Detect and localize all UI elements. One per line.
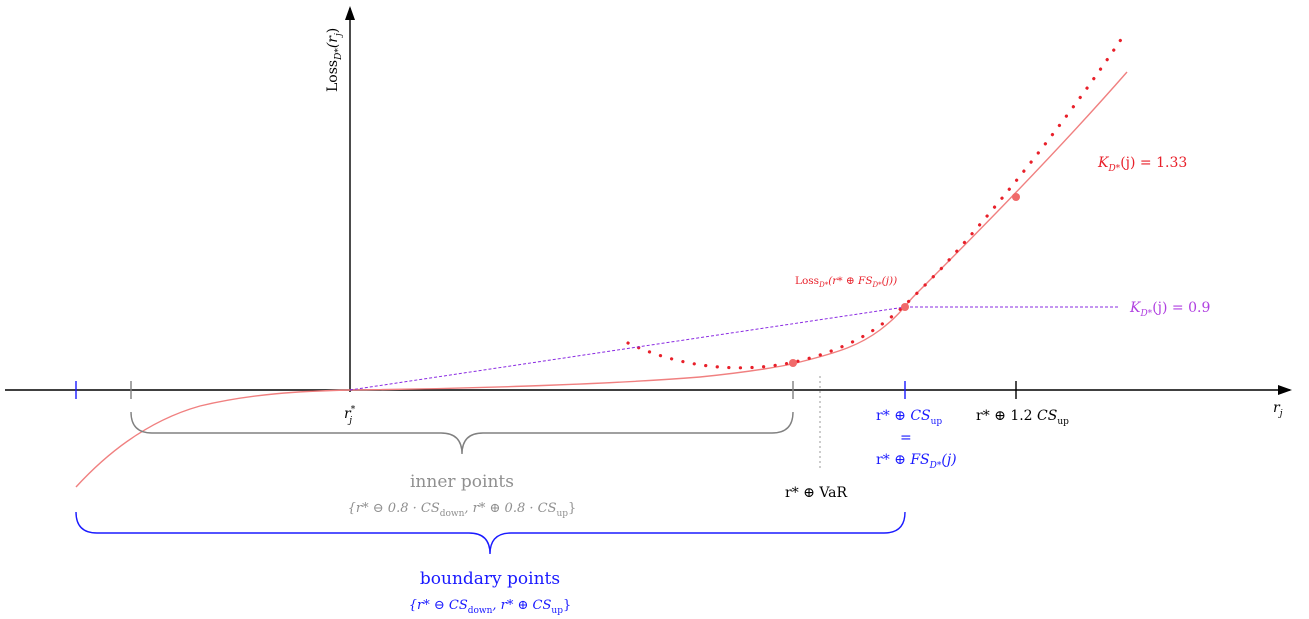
var-tick-label: r* ⊕ VaR [785, 485, 847, 501]
inner-points-title: inner points [410, 472, 514, 492]
boundary-points-brace [75, 511, 906, 555]
point-cs-1-2 [1012, 193, 1020, 201]
point-boundary-right [901, 303, 909, 311]
quadratic-fit-dotted-curve [626, 36, 1124, 370]
loss-curve [75, 71, 1128, 488]
cs-equals-fs-sign: = [900, 430, 912, 446]
x-axis-label: rj [1273, 400, 1283, 419]
y-axis-label: LossD*(rj) [325, 28, 344, 92]
boundary-points-title: boundary points [420, 569, 560, 589]
cs-up-tick-label: r* ⊕ CSup [876, 408, 942, 427]
cs-1-2-tick-label: r* ⊕ 1.2 CSup [976, 408, 1069, 427]
point-inner-right [789, 359, 797, 367]
boundary-points-formula: {r* ⊖ CSdown, r* ⊕ CSup} [409, 598, 572, 616]
fs-tick-label: r* ⊕ FSD*(j) [876, 452, 957, 471]
loss-at-fs-label: LossD*(r* ⊕ FSD*(j)) [795, 275, 897, 289]
inner-points-formula: {r* ⊖ 0.8 · CSdown, r* ⊕ 0.8 · CSup} [348, 501, 577, 519]
kappa-1-33-label: KD*(j) = 1.33 [1097, 155, 1187, 174]
kappa-0-9-slope-line [349, 306, 906, 391]
kappa-0-9-label: KD*(j) = 0.9 [1129, 300, 1210, 319]
origin-tick-label: r* j [344, 405, 356, 426]
inner-points-brace [130, 411, 794, 455]
